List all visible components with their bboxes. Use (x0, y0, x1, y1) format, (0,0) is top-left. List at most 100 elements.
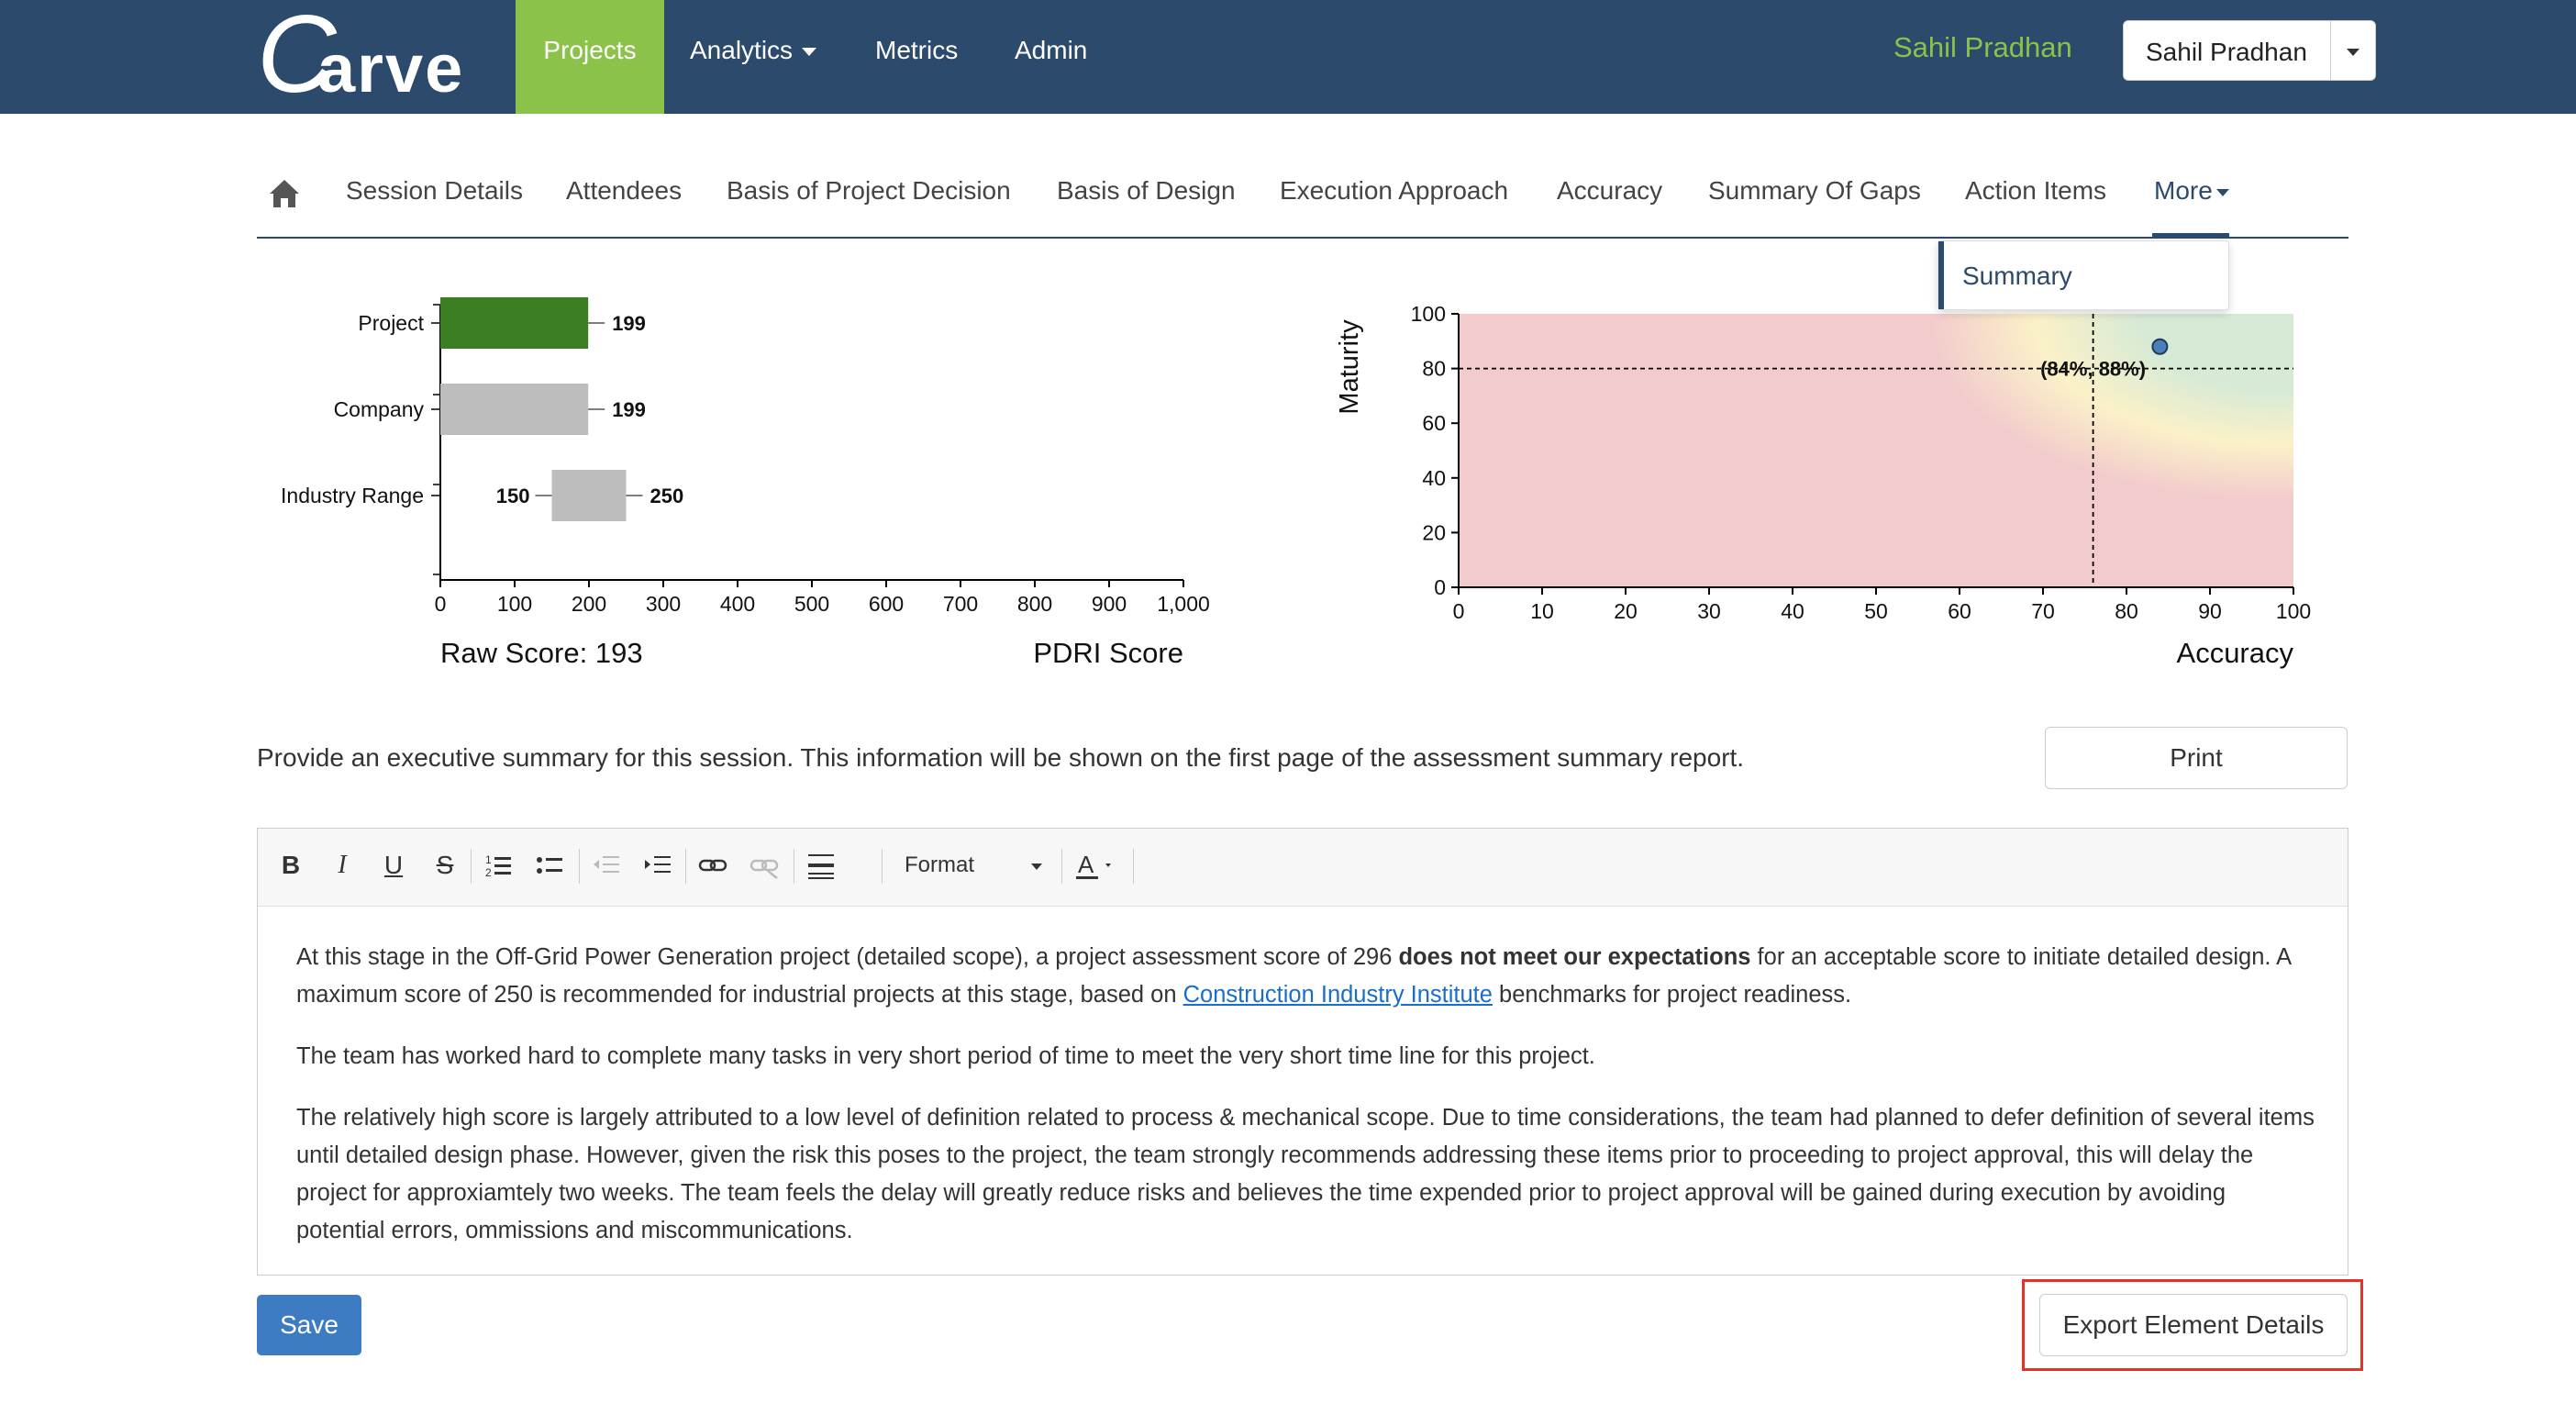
carve-logo[interactable]: C arve (257, 0, 495, 114)
split-divider (2330, 21, 2331, 80)
nav-admin-label: Admin (1015, 36, 1088, 64)
tab-accuracy[interactable]: Accuracy (1557, 176, 1663, 205)
nav-projects[interactable]: Projects (516, 0, 664, 114)
x-tick-label: 200 (572, 592, 606, 616)
x-tick-label: 0 (1453, 599, 1465, 623)
horizontal-rule-icon[interactable] (801, 845, 841, 886)
chevron-down-icon (802, 48, 817, 57)
active-tab-indicator (2152, 233, 2229, 239)
range-bar (551, 470, 627, 521)
summary-paragraph-2: The team has worked hard to complete man… (296, 1043, 1595, 1069)
summary-instruction: Provide an executive summary for this se… (257, 743, 1745, 772)
data-label: 199 (612, 398, 646, 421)
tab-session-details[interactable]: Session Details (346, 176, 523, 205)
x-tick-label: 10 (1530, 599, 1554, 623)
summary-paragraph-1: At this stage in the Off-Grid Power Gene… (296, 939, 2315, 1014)
outdent-icon[interactable] (586, 845, 627, 886)
dropdown-item-summary[interactable]: Summary (1962, 262, 2072, 290)
x-tick-label: 600 (869, 592, 904, 616)
x-tick-label: 900 (1092, 592, 1127, 616)
underline-icon[interactable]: U (383, 851, 404, 879)
y-axis-title: Maturity (1335, 319, 1364, 415)
toolbar-separator (882, 849, 883, 884)
nav-analytics[interactable]: Analytics (690, 0, 817, 114)
editor-content[interactable]: At this stage in the Off-Grid Power Gene… (296, 939, 2315, 1274)
svg-text:2: 2 (485, 866, 492, 879)
x-tick-label: 60 (1948, 599, 1971, 623)
print-button[interactable]: Print (2045, 727, 2348, 789)
x-tick-label: 30 (1697, 599, 1721, 623)
category-label: Project (358, 311, 424, 335)
x-tick-label: 50 (1864, 599, 1888, 623)
score-bar (440, 384, 589, 435)
cii-link[interactable]: Construction Industry Institute (1183, 982, 1493, 1008)
data-label: 199 (612, 312, 646, 335)
toolbar-separator (471, 849, 472, 884)
nav-metrics[interactable]: Metrics (875, 0, 958, 114)
pdri-score-chart: 0 100 200 300 400 500 600 700 800 900 1,000 Project… (281, 297, 1210, 669)
numbered-list-icon[interactable]: 12 (478, 845, 518, 886)
x-tick-label: 1,000 (1157, 592, 1210, 616)
paragraph-text: benchmarks for project readiness. (1492, 982, 1852, 1008)
toolbar-separator (1061, 849, 1062, 884)
data-label-high: 250 (650, 485, 684, 507)
x-tick-label: 100 (497, 592, 532, 616)
x-tick-label: 300 (646, 592, 681, 616)
x-tick-label: 400 (720, 592, 755, 616)
tab-attendees[interactable]: Attendees (566, 176, 683, 205)
y-tick-label: 0 (1434, 575, 1446, 599)
current-user-name: Sahil Pradhan (1893, 31, 2072, 63)
x-tick-label: 20 (1614, 599, 1638, 623)
x-tick-label: 500 (794, 592, 829, 616)
tab-more-label: More (2154, 176, 2213, 205)
active-item-indicator (1938, 241, 1944, 309)
chevron-down-icon (1031, 863, 1042, 870)
y-tick-label: 60 (1422, 411, 1446, 435)
data-label-low: 150 (496, 485, 530, 507)
italic-icon[interactable]: I (338, 851, 347, 879)
text-color-icon[interactable]: A (1071, 845, 1126, 886)
point-label: (84%, 88%) (2040, 358, 2146, 381)
strikethrough-icon[interactable]: S (436, 851, 454, 879)
export-element-details-button[interactable]: Export Element Details (2039, 1294, 2348, 1356)
x-tick-label: 90 (2198, 599, 2222, 623)
svg-text:A: A (1078, 851, 1094, 878)
toolbar-separator (1133, 849, 1134, 884)
bold-icon[interactable]: B (281, 851, 301, 879)
format-select[interactable]: Format (905, 852, 975, 877)
user-menu-label: Sahil Pradhan (2146, 38, 2307, 66)
logo-letter-c: C (257, 0, 338, 114)
nav-admin[interactable]: Admin (1015, 0, 1087, 114)
nav-analytics-label: Analytics (690, 36, 794, 64)
x-tick-label: 80 (2115, 599, 2138, 623)
user-menu-button[interactable]: Sahil Pradhan (2123, 20, 2376, 81)
tab-more[interactable]: More (2154, 176, 2229, 206)
emphasized-text: does not meet our expectations (1398, 944, 1751, 970)
y-tick-label: 80 (1422, 357, 1446, 381)
nav-projects-label: Projects (543, 36, 637, 64)
svg-text:1: 1 (485, 853, 492, 866)
bullet-list-icon[interactable] (529, 845, 570, 886)
nav-metrics-label: Metrics (875, 36, 959, 64)
tab-basis-of-project-decision[interactable]: Basis of Project Decision (727, 176, 1011, 205)
x-tick-label: 700 (943, 592, 978, 616)
tab-basis-of-design[interactable]: Basis of Design (1057, 176, 1236, 205)
paragraph-text: for an acceptable score to initiate deta… (296, 944, 2291, 1008)
tabs-divider (257, 237, 2348, 239)
x-axis-title: Accuracy (2177, 637, 2294, 669)
chevron-down-icon[interactable] (2347, 49, 2359, 56)
tab-execution-approach[interactable]: Execution Approach (1280, 176, 1509, 205)
summary-paragraph-3: The relatively high score is largely att… (296, 1105, 2315, 1243)
save-button[interactable]: Save (257, 1295, 361, 1355)
category-label: Company (334, 397, 425, 421)
y-tick-label: 40 (1422, 466, 1446, 490)
link-icon[interactable] (693, 845, 733, 886)
unlink-icon[interactable] (744, 845, 784, 886)
toolbar-separator (579, 849, 580, 884)
tab-summary-of-gaps[interactable]: Summary Of Gaps (1708, 176, 1921, 205)
tab-action-items[interactable]: Action Items (1965, 176, 2107, 205)
indent-icon[interactable] (638, 845, 678, 886)
home-icon[interactable] (268, 178, 301, 209)
